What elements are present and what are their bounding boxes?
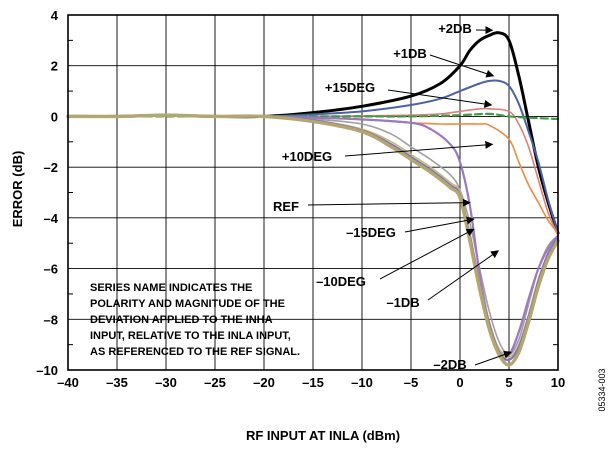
y-tick-label: –10	[36, 363, 58, 378]
x-tick-label: –20	[253, 375, 275, 390]
y-axis-title: ERROR (dB)	[10, 151, 25, 228]
series-annotation-label: –2DB	[433, 357, 466, 372]
y-tick-label: –6	[44, 262, 58, 277]
series-annotation-label: –15DEG	[346, 225, 396, 240]
x-axis-title: RF INPUT AT INLA (dBm)	[246, 428, 400, 443]
series-annotation-label: +2DB	[438, 21, 472, 36]
x-tick-label: 5	[505, 375, 512, 390]
series-annotation-label: +1DB	[393, 46, 427, 61]
x-tick-label: –40	[57, 375, 79, 390]
note-line: DEVIATION APPLIED TO THE INHA	[90, 314, 273, 326]
x-tick-label: –10	[351, 375, 373, 390]
x-tick-label: –25	[204, 375, 226, 390]
note-line: AS REFERENCED TO THE REF SIGNAL.	[90, 346, 300, 358]
y-tick-label: 0	[51, 109, 58, 124]
series-annotation-label: REF	[273, 199, 299, 214]
annotation-pointer	[428, 251, 498, 300]
x-tick-label: –30	[155, 375, 177, 390]
series-annotation-label: +10DEG	[282, 149, 332, 164]
note-line: POLARITY AND MAGNITUDE OF THE	[90, 298, 285, 310]
y-tick-label: 4	[51, 8, 59, 23]
annotation-pointer	[405, 219, 474, 232]
explanatory-note: SERIES NAME INDICATES THE POLARITY AND MA…	[90, 282, 300, 358]
annotation-pointer	[345, 144, 492, 156]
x-tick-label: 10	[551, 375, 565, 390]
x-tick-label: –5	[404, 375, 418, 390]
y-tick-label: –2	[44, 160, 58, 175]
x-tick-label: 0	[456, 375, 463, 390]
series-annotation-label: –10DEG	[316, 274, 366, 289]
y-tick-label: –4	[44, 211, 59, 226]
figure-id: 05334-003	[597, 368, 607, 411]
y-tick-label: –8	[44, 312, 58, 327]
annotation-pointer	[308, 203, 470, 205]
note-line: INPUT, RELATIVE TO THE INLA INPUT,	[90, 330, 291, 342]
x-tick-label: –15	[302, 375, 324, 390]
note-line: SERIES NAME INDICATES THE	[90, 282, 252, 294]
y-tick-label: 2	[51, 59, 58, 74]
series-annotation-label: +15DEG	[325, 80, 375, 95]
series-annotation-label: –1DB	[386, 295, 419, 310]
x-tick-label: –35	[106, 375, 128, 390]
